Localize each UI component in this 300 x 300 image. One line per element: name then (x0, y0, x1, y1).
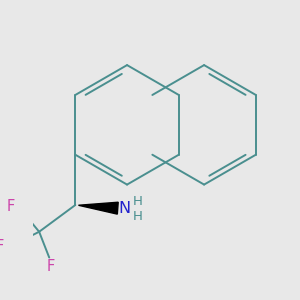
Text: F: F (47, 259, 55, 274)
Text: F: F (7, 199, 15, 214)
Polygon shape (79, 202, 118, 214)
Text: H: H (133, 195, 143, 208)
Text: H: H (133, 209, 143, 223)
Text: N: N (118, 201, 131, 216)
Text: F: F (0, 239, 4, 254)
